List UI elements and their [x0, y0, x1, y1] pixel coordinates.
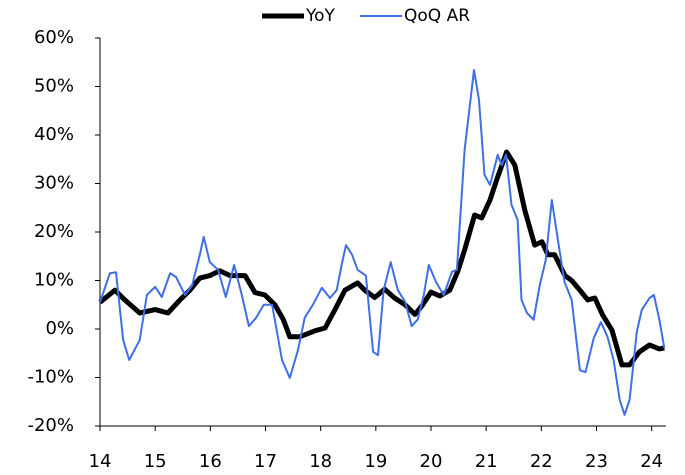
x-tick-label: 18 — [309, 451, 332, 472]
x-tick-label: 15 — [144, 451, 167, 472]
line-series — [99, 69, 666, 416]
legend-label: YoY — [305, 6, 336, 26]
x-tick-label: 19 — [364, 451, 387, 472]
y-tick-label: 10% — [34, 270, 74, 291]
y-tick-label: 40% — [34, 124, 74, 145]
y-tick-label: 30% — [34, 173, 74, 194]
x-tick-label: 23 — [585, 451, 608, 472]
x-tick-label: 16 — [199, 451, 222, 472]
y-tick-label: 0% — [45, 318, 74, 339]
x-tick-label: 24 — [640, 451, 663, 472]
x-tick-label: 17 — [254, 451, 277, 472]
y-tick-label: 60% — [34, 27, 74, 48]
line-series — [98, 149, 665, 368]
y-tick-label: 20% — [34, 221, 74, 242]
x-tick-label: 14 — [89, 451, 112, 472]
y-tick-label: 50% — [34, 76, 74, 97]
y-tick-label: -20% — [27, 415, 74, 436]
legend-label: QoQ AR — [404, 6, 470, 26]
y-tick-label: -10% — [27, 367, 74, 388]
x-tick-label: 20 — [420, 451, 443, 472]
x-tick-label: 21 — [475, 451, 498, 472]
x-tick-label: 22 — [530, 451, 553, 472]
